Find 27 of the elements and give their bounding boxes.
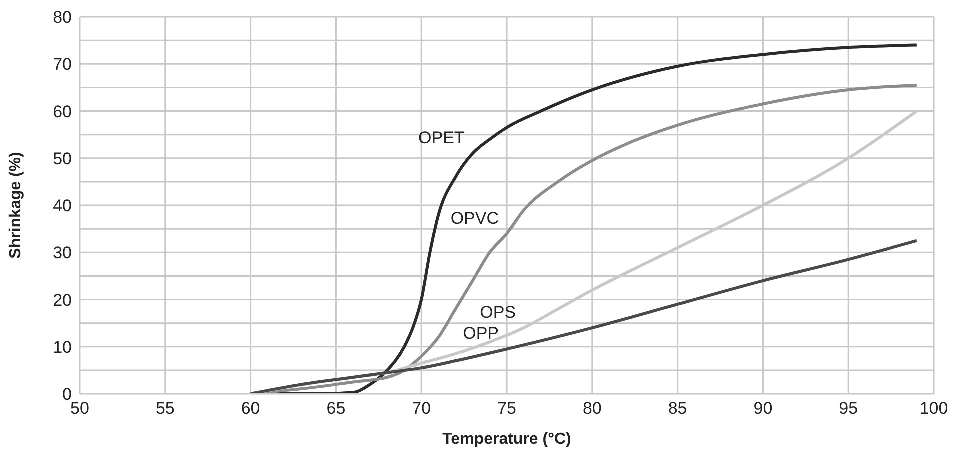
x-tick-label: 80: [582, 399, 602, 418]
y-tick-label: 70: [53, 55, 72, 74]
y-tick-label: 0: [62, 385, 72, 404]
x-tick-label: 50: [70, 399, 90, 418]
series-label: OPS: [480, 303, 516, 322]
series-label: OPP: [463, 324, 499, 344]
y-tick-label: 50: [53, 149, 72, 168]
x-tick-label: 65: [326, 399, 346, 418]
x-tick-label: 60: [241, 399, 260, 418]
series-label: OPET: [418, 128, 465, 148]
x-tick-label: 100: [920, 399, 948, 418]
x-tick-label: 55: [156, 399, 175, 418]
x-tick-label: 85: [668, 399, 688, 418]
y-tick-label: 60: [53, 102, 72, 122]
y-tick-label: 30: [53, 244, 72, 263]
y-tick-label: 20: [53, 290, 72, 310]
y-tick-label: 10: [53, 338, 72, 357]
x-tick-label: 95: [839, 399, 858, 418]
series-label: OPVC: [450, 208, 499, 228]
x-tick-label: 75: [498, 399, 516, 418]
x-tick-label: 90: [754, 399, 773, 418]
y-tick-label: 40: [53, 196, 72, 216]
y-axis-title: Shrinkage (%): [8, 152, 25, 259]
line-series: [249, 239, 918, 394]
y-tick-label: 80: [53, 8, 72, 28]
x-axis-title: Temperature (°C): [442, 431, 572, 448]
x-tick-label: 70: [412, 399, 432, 418]
